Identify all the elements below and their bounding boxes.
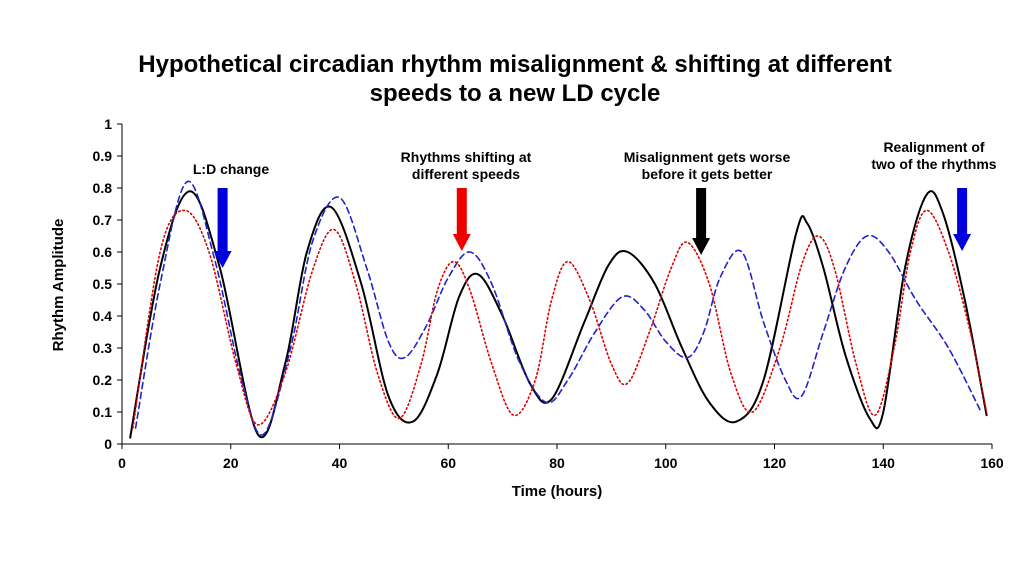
chart-title: Hypothetical circadian rhythm misalignme… — [0, 50, 1024, 108]
y-tick-label: 0.2 — [93, 372, 113, 388]
series-line-1 — [129, 190, 988, 439]
y-tick-label: 0.4 — [93, 308, 113, 324]
series-layer — [129, 180, 988, 439]
annotation-text: two of the rhythms — [871, 156, 996, 172]
series-line-2 — [134, 180, 982, 436]
y-tick-label: 0.5 — [93, 276, 113, 292]
x-tick-label: 160 — [980, 455, 1004, 471]
y-tick-label: 1 — [104, 116, 112, 132]
axes-layer: 0 0.1 0.2 0.3 0.4 0.5 0.6 0.7 0.8 0.9 1 0 20 40 60 80 10… — [93, 116, 1004, 471]
y-axis-label: Rhythm Amplitude — [50, 219, 67, 352]
annotation-text: before it gets better — [642, 166, 773, 182]
chart-title-line-1: Hypothetical circadian rhythm misalignme… — [138, 51, 892, 78]
x-axis-label: Time (hours) — [512, 483, 603, 500]
y-tick-label: 0.8 — [93, 180, 113, 196]
x-tick-label: 20 — [223, 455, 239, 471]
y-tick-label: 0.9 — [93, 148, 113, 164]
annotation-arrow — [953, 188, 972, 251]
x-tick-label: 60 — [440, 455, 456, 471]
series-line-3 — [132, 209, 988, 429]
x-tick-label: 120 — [763, 455, 787, 471]
annotation-arrow — [692, 188, 711, 255]
y-tick-label: 0 — [104, 436, 112, 452]
annotation-text: L:D change — [193, 161, 269, 177]
y-tick-label: 0.7 — [93, 212, 113, 228]
y-tick-label: 0.1 — [93, 404, 113, 420]
annotation-1: L:D change — [193, 161, 269, 268]
x-tick-label: 0 — [118, 455, 126, 471]
y-tick-label: 0.3 — [93, 340, 113, 356]
x-tick-label: 100 — [654, 455, 678, 471]
chart-title-line-2: speeds to a new LD cycle — [369, 80, 661, 107]
annotation-text: Rhythms shifting at — [401, 149, 532, 165]
y-tick-label: 0.6 — [93, 244, 113, 260]
annotation-text: Realignment of — [883, 139, 984, 155]
annotation-arrow — [213, 188, 232, 268]
x-tick-label: 40 — [332, 455, 348, 471]
x-tick-label: 140 — [872, 455, 896, 471]
annotation-arrow — [452, 188, 471, 251]
x-tick-label: 80 — [549, 455, 565, 471]
annotation-text: different speeds — [412, 166, 520, 182]
annotation-text: Misalignment gets worse — [624, 149, 791, 165]
